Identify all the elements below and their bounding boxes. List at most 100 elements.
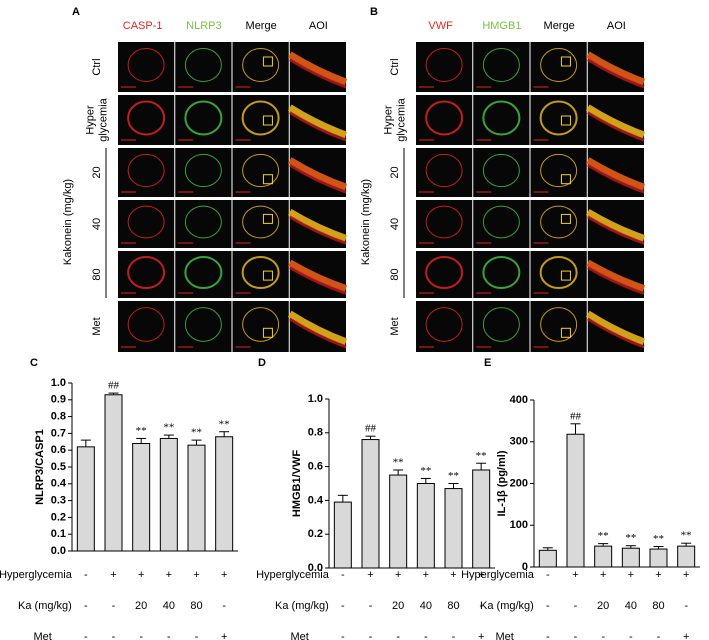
image-background xyxy=(530,251,587,298)
condition-value: 40 xyxy=(625,600,637,612)
micrograph xyxy=(175,95,232,145)
image-background xyxy=(416,148,473,197)
micrograph xyxy=(473,42,530,92)
condition-label: Hyperglycemia xyxy=(0,569,73,581)
condition-label: Hyperglycemia xyxy=(256,569,330,581)
condition-value: 80 xyxy=(652,600,664,612)
panel-letter: C xyxy=(30,357,38,369)
bar xyxy=(416,483,435,569)
condition-value: 80 xyxy=(447,600,459,612)
vessel-ring xyxy=(127,307,165,342)
y-tick-label: 0.0 xyxy=(51,545,66,557)
image-background xyxy=(232,301,289,352)
significance: ** xyxy=(681,530,692,542)
image-background xyxy=(118,42,175,92)
image-background xyxy=(232,148,289,197)
column-header: Merge xyxy=(544,20,575,32)
bar xyxy=(187,444,206,552)
panel-letter: B xyxy=(370,6,378,18)
vessel-ring xyxy=(482,205,520,239)
condition-value: + xyxy=(193,569,199,581)
condition-value: + xyxy=(683,631,689,640)
image-background xyxy=(118,148,175,197)
condition-value: + xyxy=(395,569,401,581)
condition-label: Met xyxy=(495,631,513,640)
vessel-ring xyxy=(241,255,280,290)
condition-value: 20 xyxy=(392,600,404,612)
aoi-zoom xyxy=(585,259,646,292)
micrograph xyxy=(530,200,587,248)
vessel-ring xyxy=(425,307,463,342)
row-label: 80 xyxy=(389,268,401,280)
condition-value: - xyxy=(84,600,88,612)
y-axis-label: HMGB1/VWF xyxy=(291,450,303,518)
y-tick-label: 0.7 xyxy=(51,427,66,439)
y-tick-label: 0.1 xyxy=(51,528,66,540)
row-label: Hyper xyxy=(84,105,96,135)
aoi-zoom xyxy=(585,104,646,139)
micrograph xyxy=(416,148,473,197)
column-header: NLRP3 xyxy=(186,20,221,32)
vessel-ring xyxy=(242,307,280,342)
condition-value: + xyxy=(110,569,116,581)
vessel-ring xyxy=(482,100,521,136)
aoi-zoom xyxy=(287,51,348,86)
row-label: glycemia xyxy=(395,97,407,141)
vessel-ring xyxy=(127,100,166,136)
image-background xyxy=(232,42,289,92)
condition-value: + xyxy=(478,569,484,581)
significance: ** xyxy=(476,450,487,462)
bar xyxy=(649,548,668,568)
bar xyxy=(677,545,696,568)
vessel-ring xyxy=(127,48,165,82)
group-label: Kakonein (mg/kg) xyxy=(360,179,372,265)
column-header: Merge xyxy=(246,20,277,32)
aoi-zoom-edge xyxy=(288,317,347,349)
aoi-box xyxy=(560,174,571,185)
condition-value: + xyxy=(628,569,634,581)
significance: ** xyxy=(625,532,636,544)
condition-value: - xyxy=(139,631,143,640)
micrograph xyxy=(232,95,289,145)
y-tick-label: 0.6 xyxy=(308,461,323,473)
image-background xyxy=(473,42,530,92)
significance: ** xyxy=(448,470,459,482)
micrograph xyxy=(118,200,175,248)
aoi-box xyxy=(262,327,273,338)
image-background xyxy=(473,251,530,298)
significance: ## xyxy=(365,423,377,435)
significance: ## xyxy=(570,410,582,422)
image-background xyxy=(473,148,530,197)
row-label: Ctrl xyxy=(389,58,401,75)
significance: ** xyxy=(598,530,609,542)
micrograph xyxy=(232,42,289,92)
condition-value: - xyxy=(657,631,661,640)
micrograph xyxy=(287,42,348,92)
condition-value: - xyxy=(452,631,456,640)
image-background xyxy=(530,200,587,248)
column-header: VWF xyxy=(428,20,453,32)
condition-value: - xyxy=(546,600,550,612)
micrograph xyxy=(416,200,473,248)
vessel-ring xyxy=(242,205,280,239)
image-background xyxy=(416,42,473,92)
row-label: glycemia xyxy=(97,97,109,141)
aoi-zoom-edge xyxy=(288,111,347,142)
bar xyxy=(594,545,613,568)
y-tick-label: 0.5 xyxy=(51,461,66,473)
image-background xyxy=(530,42,587,92)
condition-value: + xyxy=(450,569,456,581)
condition-value: - xyxy=(629,631,633,640)
micrograph xyxy=(416,251,473,298)
aoi-zoom-edge xyxy=(586,163,645,194)
vessel-ring xyxy=(242,153,280,188)
image-background xyxy=(232,251,289,298)
aoi-zoom-edge xyxy=(586,266,645,295)
micrograph xyxy=(585,200,646,248)
y-tick-label: 0.2 xyxy=(308,528,323,540)
aoi-zoom xyxy=(287,208,348,242)
vessel-ring xyxy=(184,100,223,136)
vessel-ring xyxy=(482,48,520,82)
aoi-zoom-edge xyxy=(586,111,645,142)
y-axis-label: IL-1β (pg/ml) xyxy=(496,450,508,516)
